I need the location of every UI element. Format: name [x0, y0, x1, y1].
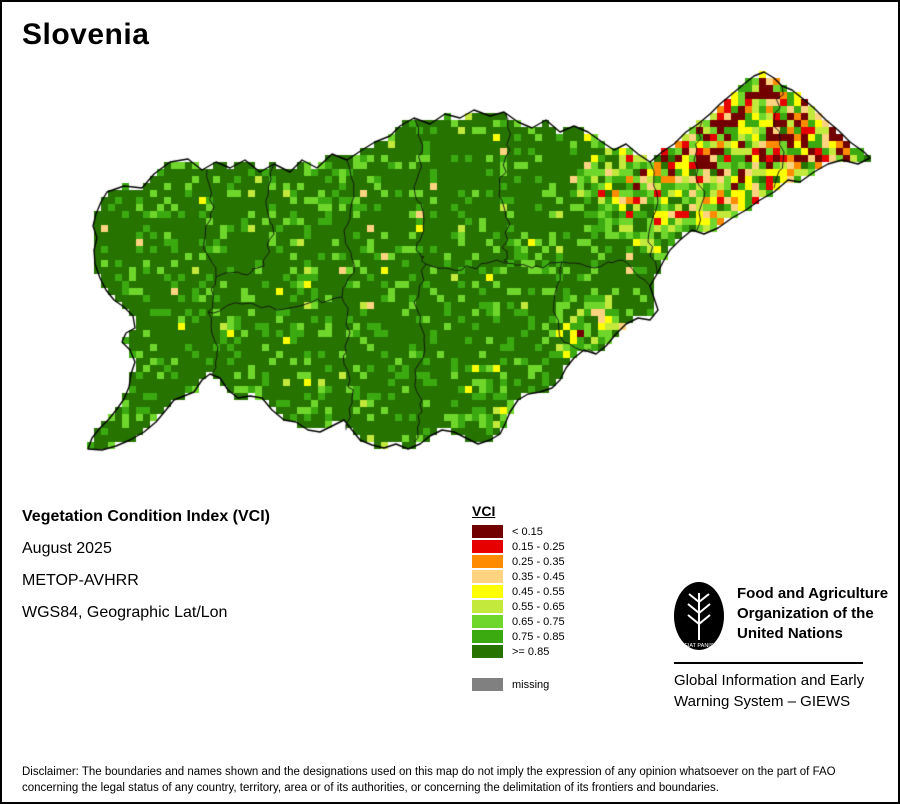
org-name-line: Organization of the [737, 605, 874, 622]
projection-label: WGS84, Geographic Lat/Lon [22, 604, 228, 621]
org-name-line: Food and Agriculture [737, 585, 889, 602]
legend-label: 0.55 - 0.65 [512, 600, 565, 613]
legend-row: 0.15 - 0.25 [472, 540, 565, 553]
legend-row: 0.35 - 0.45 [472, 570, 565, 583]
legend-label: < 0.15 [512, 525, 543, 538]
map-info-block: Vegetation Condition Index (VCI) August … [22, 508, 270, 636]
missing-swatch [472, 678, 503, 691]
legend-row: 0.45 - 0.55 [472, 585, 565, 598]
slovenia-vci-raster-map [2, 2, 898, 502]
legend-swatch [472, 570, 503, 583]
legend-label: 0.35 - 0.45 [512, 570, 565, 583]
legend-swatch [472, 585, 503, 598]
giews-line: Warning System – GIEWS [674, 693, 851, 710]
giews-block: Global Information and Early Warning Sys… [674, 670, 864, 712]
legend-missing-row: missing [472, 678, 565, 691]
page-title: Slovenia [22, 18, 150, 51]
vci-legend: VCI < 0.15 0.15 - 0.25 0.25 - 0.35 0.35 - 0… [472, 503, 565, 693]
fao-logo-icon: FIAT PANIS [674, 582, 724, 650]
legend-swatch [472, 555, 503, 568]
legend-label: 0.25 - 0.35 [512, 555, 565, 568]
sensor-name: METOP-AVHRR [22, 572, 139, 589]
legend-row: 0.55 - 0.65 [472, 600, 565, 613]
footer-divider [674, 662, 863, 664]
legend-row: 0.65 - 0.75 [472, 615, 565, 628]
legend-row: < 0.15 [472, 525, 565, 538]
legend-swatch [472, 630, 503, 643]
disclaimer-line: Disclaimer: The boundaries and names sho… [22, 766, 836, 778]
disclaimer-text: Disclaimer: The boundaries and names sho… [22, 764, 884, 796]
legend-title: VCI [472, 503, 496, 519]
legend-label: 0.15 - 0.25 [512, 540, 565, 553]
fao-logo-motto: FIAT PANIS [684, 643, 713, 649]
legend-label: 0.75 - 0.85 [512, 630, 565, 643]
disclaimer-line: concerning the legal status of any count… [22, 782, 719, 794]
legend-row: >= 0.85 [472, 645, 565, 658]
legend-swatch [472, 600, 503, 613]
legend-swatch [472, 540, 503, 553]
legend-label: 0.45 - 0.55 [512, 585, 565, 598]
map-date: August 2025 [22, 540, 112, 557]
legend-missing-label: missing [512, 678, 550, 691]
org-name-line: United Nations [737, 625, 843, 642]
legend-label: 0.65 - 0.75 [512, 615, 565, 628]
legend-row: 0.25 - 0.35 [472, 555, 565, 568]
giews-line: Global Information and Early [674, 672, 865, 689]
vci-heading: Vegetation Condition Index (VCI) [22, 508, 270, 525]
fao-footer-block: FIAT PANIS Food and Agriculture Organiza… [672, 580, 888, 652]
legend-swatch [472, 645, 503, 658]
legend-swatch [472, 615, 503, 628]
legend-rows: < 0.15 0.15 - 0.25 0.25 - 0.35 0.35 - 0.45 0… [472, 525, 565, 658]
legend-label: >= 0.85 [512, 645, 550, 658]
legend-swatch [472, 525, 503, 538]
fao-org-name: Food and Agriculture Organization of the… [737, 580, 888, 644]
legend-row: 0.75 - 0.85 [472, 630, 565, 643]
